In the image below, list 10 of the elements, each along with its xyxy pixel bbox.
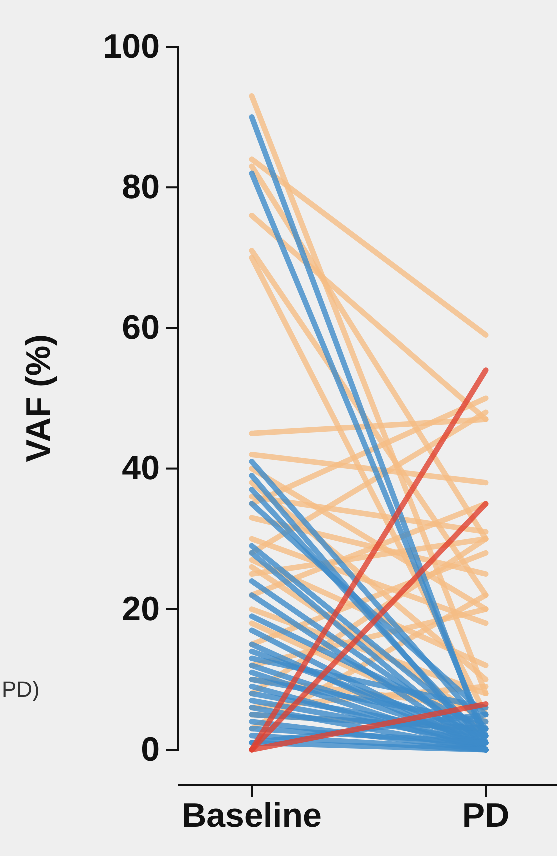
- y-tick-label: 0: [141, 730, 160, 769]
- y-tick-label: 20: [122, 590, 160, 628]
- y-tick-label: 100: [103, 28, 160, 66]
- y-tick-label: 80: [122, 168, 160, 206]
- x-tick-label: Baseline: [182, 797, 322, 836]
- x-tick-label: PD: [462, 797, 510, 836]
- y-tick-label: 60: [122, 309, 160, 348]
- y-tick-label: 40: [122, 450, 160, 488]
- text: PD): [2, 677, 40, 702]
- y-axis-title: VAF (%): [20, 334, 58, 462]
